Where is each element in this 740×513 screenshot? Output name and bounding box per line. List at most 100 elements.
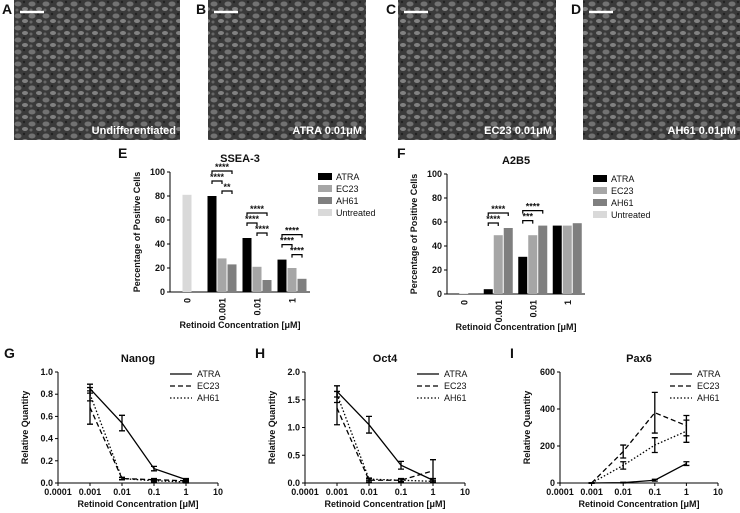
y-tick-label: 1.0	[40, 367, 53, 377]
y-tick-label: 400	[540, 404, 555, 414]
y-tick-label: 0.5	[287, 450, 300, 460]
significance-bracket	[281, 244, 293, 248]
y-tick-label: 0.0	[287, 478, 300, 488]
significance-bracket	[487, 212, 509, 216]
bar	[252, 266, 262, 292]
error-bar	[366, 477, 372, 481]
x-axis-label: Retinoid Concentration [μM]	[78, 499, 199, 509]
legend-label: EC23	[336, 184, 359, 194]
series-line	[591, 462, 687, 484]
significance-label: ****	[491, 204, 506, 214]
y-tick-label: 20	[432, 265, 442, 275]
chart-title: SSEA-3	[220, 153, 260, 165]
significance-bracket	[246, 212, 268, 216]
x-tick-label: 0.1	[395, 487, 408, 497]
x-tick-label: 0	[183, 298, 193, 303]
significance-label: ****	[290, 246, 305, 256]
y-tick-label: 2.0	[287, 367, 300, 377]
y-tick-label: 0.6	[40, 411, 53, 421]
x-tick-label: 0.01	[360, 487, 378, 497]
y-axis-label: Relative Quantity	[522, 391, 532, 465]
micrograph	[398, 0, 556, 140]
y-tick-label: 1.0	[287, 423, 300, 433]
legend-label: AH61	[697, 393, 720, 403]
error-bar	[620, 444, 627, 459]
y-axis-label: Relative Quantity	[20, 391, 30, 465]
image-caption: EC23 0.01μM	[484, 125, 552, 137]
x-tick-label: 0.1	[649, 487, 662, 497]
x-tick-label: 0.001	[580, 487, 603, 497]
series-line	[336, 390, 434, 481]
error-bar	[620, 461, 627, 470]
error-bar	[183, 480, 189, 484]
y-tick-label: 80	[432, 193, 442, 203]
bar	[277, 259, 287, 292]
x-axis-label: Retinoid Concentration [μM]	[180, 320, 301, 330]
x-tick-label: 1	[563, 300, 573, 305]
panel-label: F	[397, 145, 406, 161]
legend-swatch	[318, 185, 332, 192]
legend-label: ATRA	[336, 172, 359, 182]
y-tick-label: 0	[437, 289, 442, 299]
chart-title: Nanog	[121, 353, 155, 365]
y-tick-label: 40	[155, 239, 165, 249]
image-caption: AH61 0.01μM	[668, 125, 736, 137]
x-tick-label: 0.0001	[291, 487, 319, 497]
x-tick-label: 10	[460, 487, 470, 497]
legend-label: AH61	[336, 196, 359, 206]
y-tick-label: 0	[160, 287, 165, 297]
y-tick-label: 0	[550, 478, 555, 488]
x-tick-label: 0.01	[528, 300, 538, 318]
legend-swatch	[593, 211, 607, 218]
legend-label: Untreated	[611, 210, 651, 220]
significance-bracket	[256, 232, 268, 236]
significance-bracket	[281, 234, 303, 238]
series-line	[89, 407, 187, 482]
error-bar	[588, 481, 595, 485]
series-line	[591, 430, 687, 484]
series-line	[89, 388, 187, 481]
chart-title: Oct4	[373, 353, 398, 365]
error-bar	[620, 481, 627, 484]
y-axis-label: Percentage of Positive Cells	[132, 172, 142, 293]
error-bar	[683, 419, 690, 443]
bar	[227, 264, 237, 292]
y-tick-label: 1.5	[287, 395, 300, 405]
x-tick-label: 10	[213, 487, 223, 497]
y-tick-label: 100	[150, 167, 165, 177]
y-tick-label: 20	[155, 263, 165, 273]
significance-label: ****	[215, 162, 230, 172]
error-bar	[430, 479, 436, 484]
significance-label: ****	[210, 172, 225, 182]
significance-bracket	[211, 170, 233, 174]
error-bar	[151, 479, 157, 483]
legend-label: ATRA	[197, 369, 220, 379]
panel-label: A	[2, 1, 12, 17]
y-tick-label: 0.0	[40, 478, 53, 488]
legend-label: EC23	[697, 381, 720, 391]
x-tick-label: 10	[713, 487, 723, 497]
legend-swatch	[593, 199, 607, 206]
bar	[262, 280, 272, 292]
significance-label: ****	[280, 236, 295, 246]
significance-label: ****	[250, 204, 265, 214]
error-bar	[683, 461, 690, 467]
x-tick-label: 1	[183, 487, 188, 497]
legend-label: Untreated	[336, 208, 376, 218]
panel-label: G	[4, 345, 15, 361]
y-tick-label: 60	[155, 215, 165, 225]
charts: E SSEA-3 Percentage of Positive Cells 0 20 40…	[4, 145, 723, 509]
y-tick-label: 80	[155, 191, 165, 201]
series-line	[89, 393, 187, 483]
x-tick-label: 0.01	[253, 298, 263, 316]
legend-label: EC23	[611, 186, 634, 196]
micrograph	[14, 0, 180, 140]
error-bar	[398, 460, 404, 470]
legend-label: ATRA	[611, 174, 634, 184]
legend-swatch	[593, 187, 607, 194]
bar	[572, 223, 582, 294]
legend-swatch	[318, 173, 332, 180]
bar	[297, 278, 307, 292]
y-tick-label: 600	[540, 367, 555, 377]
y-tick-label: 200	[540, 441, 555, 451]
